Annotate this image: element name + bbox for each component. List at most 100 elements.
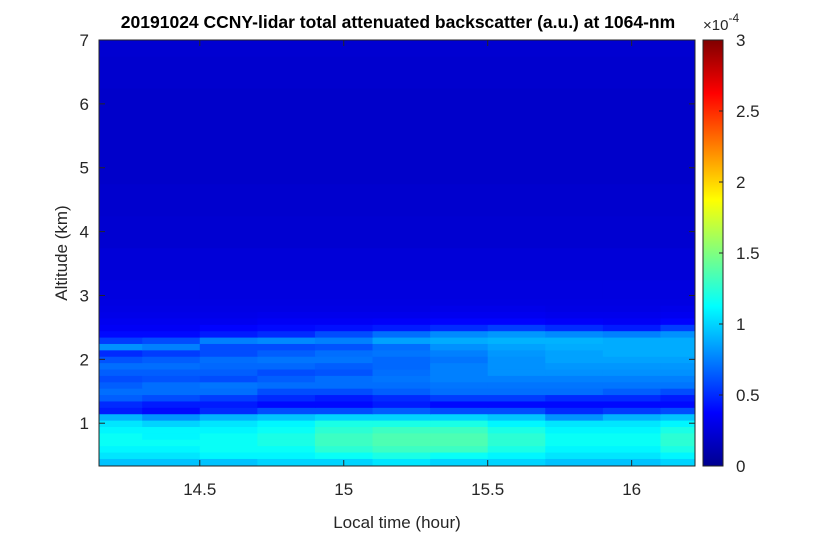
heatmap-cell: [142, 324, 201, 332]
heatmap-cell: [99, 298, 143, 306]
heatmap-cell: [660, 330, 695, 338]
heatmap-cell: [660, 336, 695, 344]
heatmap-cell: [487, 119, 546, 153]
heatmap-cell: [545, 343, 604, 351]
heatmap-cell: [602, 119, 662, 153]
heatmap-cell: [487, 381, 546, 389]
heatmap-cell: [372, 324, 431, 332]
heatmap-cell: [199, 388, 258, 396]
heatmap-cell: [142, 432, 201, 440]
heatmap-cell: [430, 432, 489, 440]
heatmap-cell: [257, 420, 316, 428]
heatmap-cell: [430, 330, 489, 338]
heatmap-cell: [660, 298, 695, 306]
x-axis: 14.5 15 15.5 16: [183, 40, 641, 499]
heatmap-cell: [372, 40, 431, 57]
heatmap-cell: [660, 394, 695, 402]
heatmap-cell: [314, 305, 374, 313]
heatmap-cell: [660, 451, 695, 459]
heatmap-cell: [142, 183, 201, 217]
heatmap-cell: [372, 407, 431, 415]
heatmap-cell: [602, 311, 662, 319]
colorbar-axis: 0 0.5 1 1.5 2 2.5 3: [719, 31, 760, 476]
heatmap-cell: [199, 336, 258, 344]
heatmap-cell: [142, 413, 201, 421]
heatmap-cell: [602, 151, 662, 185]
heatmap-cell: [314, 336, 374, 344]
heatmap-cell: [199, 343, 258, 351]
heatmap-cell: [142, 215, 201, 249]
heatmap-cell: [545, 451, 604, 459]
heatmap-cell: [545, 151, 604, 185]
heatmap-cell: [314, 343, 374, 351]
heatmap-cell: [487, 330, 546, 338]
heatmap-cell: [142, 356, 201, 364]
heatmap-cell: [602, 317, 662, 325]
heatmap-cell: [430, 420, 489, 428]
heatmap-cell: [430, 381, 489, 389]
heatmap-cell: [487, 183, 546, 217]
heatmap-cell: [372, 119, 431, 153]
heatmap-cell: [660, 119, 695, 153]
x-tick-label: 15: [334, 480, 353, 499]
heatmap-cell: [372, 400, 431, 408]
heatmap-cell: [602, 336, 662, 344]
heatmap-cell: [199, 451, 258, 459]
heatmap-cell: [199, 298, 258, 306]
heatmap-cell: [545, 349, 604, 357]
heatmap-cell: [430, 247, 489, 281]
heatmap-cell: [199, 368, 258, 376]
heatmap-cell: [199, 413, 258, 421]
heatmap-cell: [142, 311, 201, 319]
heatmap-cell: [99, 279, 143, 300]
heatmap-cell: [602, 362, 662, 370]
heatmap-cell: [142, 349, 201, 357]
heatmap-cell: [487, 151, 546, 185]
heatmap-cell: [257, 375, 316, 383]
heatmap-cell: [314, 439, 374, 447]
heatmap-cell: [99, 368, 143, 376]
heatmap-cell: [99, 375, 143, 383]
heatmap-cell: [99, 439, 143, 447]
heatmap-cell: [487, 362, 546, 370]
heatmap-cell: [602, 394, 662, 402]
heatmap-cell: [142, 394, 201, 402]
heatmap-cell: [487, 356, 546, 364]
heatmap-cell: [314, 247, 374, 281]
y-tick-label: 4: [80, 223, 89, 242]
heatmap-cell: [602, 413, 662, 421]
heatmap-cell: [372, 343, 431, 351]
heatmap-cell: [257, 298, 316, 306]
heatmap-cell: [487, 247, 546, 281]
heatmap-cell: [257, 343, 316, 351]
heatmap-cell: [314, 40, 374, 57]
heatmap-cell: [372, 439, 431, 447]
heatmap-cell: [314, 279, 374, 300]
heatmap-cell: [660, 407, 695, 415]
heatmap-cell: [545, 119, 604, 153]
heatmap-cell: [660, 445, 695, 453]
heatmap-cell: [602, 407, 662, 415]
heatmap-cell: [660, 356, 695, 364]
heatmap-cell: [372, 451, 431, 459]
heatmap-cell: [372, 413, 431, 421]
heatmap-cell: [99, 119, 143, 153]
heatmap-cell: [199, 426, 258, 434]
heatmap-cell: [199, 55, 258, 89]
heatmap-cell: [257, 445, 316, 453]
heatmap-cell: [99, 343, 143, 351]
heatmap-cell: [314, 432, 374, 440]
heatmap-cell: [199, 40, 258, 57]
heatmap-cell: [142, 87, 201, 121]
heatmap-cell: [602, 305, 662, 313]
heatmap-cell: [257, 407, 316, 415]
heatmap-cell: [487, 439, 546, 447]
heatmap-cell: [602, 426, 662, 434]
heatmap-cell: [545, 183, 604, 217]
heatmap-cell: [142, 368, 201, 376]
heatmap-cell: [602, 55, 662, 89]
heatmap-cell: [142, 336, 201, 344]
heatmap-cell: [257, 40, 316, 57]
heatmap-cell: [372, 368, 431, 376]
